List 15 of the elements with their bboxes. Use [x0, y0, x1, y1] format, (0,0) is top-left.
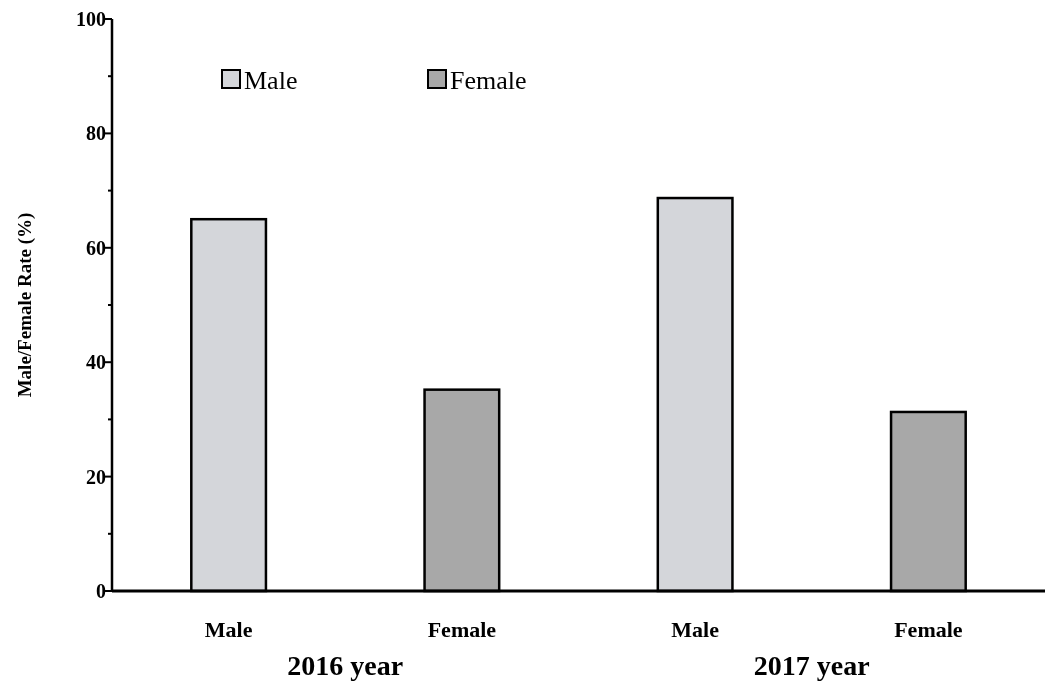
y-tick-label: 80 — [86, 122, 106, 145]
y-tick-label: 100 — [76, 8, 106, 30]
text: 2016 year — [287, 650, 404, 681]
text: 2017 year — [753, 650, 870, 681]
x-tick-label: Female — [427, 617, 497, 642]
legend-label: Female — [450, 66, 527, 96]
x-tick-label: Female — [894, 617, 963, 642]
y-tick-label: 60 — [86, 236, 106, 259]
y-axis-title: Male/Female Rate (%) — [13, 212, 36, 398]
x-tick-label: Male — [671, 617, 720, 642]
y-tick-label: 40 — [86, 351, 106, 374]
x-tick-label: Male — [204, 617, 253, 642]
legend-label: Male — [244, 66, 298, 96]
y-tick-label: 20 — [86, 465, 106, 488]
y-tick-label: 0 — [96, 580, 106, 602]
